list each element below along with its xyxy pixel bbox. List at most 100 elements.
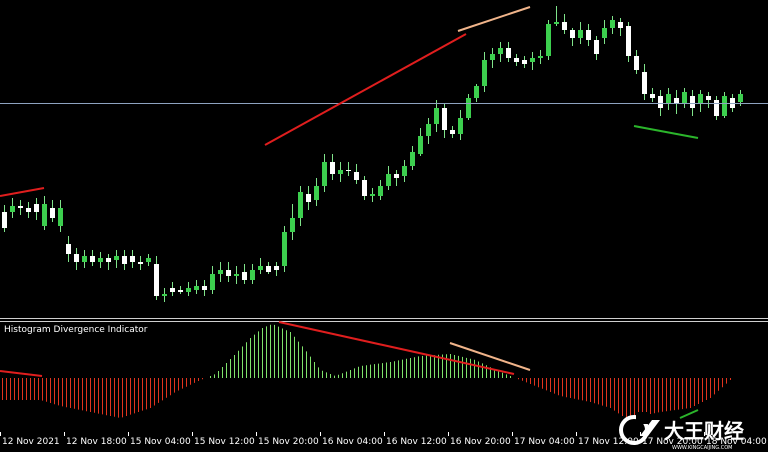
trendline-red-main bbox=[264, 33, 467, 146]
candle bbox=[346, 162, 351, 176]
candle bbox=[306, 186, 311, 210]
candle bbox=[210, 266, 215, 294]
candle bbox=[522, 56, 527, 68]
hist-trendline-peach bbox=[449, 342, 531, 371]
candle bbox=[98, 252, 103, 268]
candle-body bbox=[714, 100, 719, 116]
candle bbox=[514, 54, 519, 66]
candle bbox=[298, 186, 303, 226]
candle-body bbox=[282, 232, 287, 266]
candle-body bbox=[482, 60, 487, 86]
candle-body bbox=[90, 256, 95, 262]
candle bbox=[538, 50, 543, 64]
candle bbox=[386, 166, 391, 190]
candle-body bbox=[258, 266, 263, 270]
candle-body bbox=[290, 218, 295, 232]
candle bbox=[66, 236, 71, 262]
candle bbox=[498, 42, 503, 62]
candle bbox=[442, 104, 447, 138]
candle-body bbox=[298, 192, 303, 218]
candle-body bbox=[514, 58, 519, 62]
candle bbox=[506, 42, 511, 62]
candle bbox=[50, 200, 55, 222]
candle bbox=[234, 266, 239, 284]
candle bbox=[474, 84, 479, 102]
candle-body bbox=[10, 206, 15, 212]
candle bbox=[242, 264, 247, 284]
candle bbox=[722, 92, 727, 118]
trendline-green-right bbox=[633, 125, 699, 139]
candle bbox=[706, 92, 711, 108]
candle bbox=[426, 118, 431, 144]
candle-body bbox=[674, 98, 679, 104]
candle-body bbox=[130, 256, 135, 262]
candle bbox=[26, 202, 31, 218]
candle-body bbox=[114, 256, 119, 260]
candle bbox=[170, 282, 175, 296]
candle-body bbox=[578, 30, 583, 38]
candle bbox=[274, 262, 279, 276]
candle bbox=[682, 88, 687, 108]
candle-body bbox=[362, 180, 367, 196]
candle bbox=[2, 205, 7, 232]
candle-body bbox=[170, 288, 175, 292]
candle bbox=[106, 254, 111, 270]
candle-body bbox=[322, 162, 327, 186]
candle-body bbox=[474, 86, 479, 98]
candle-body bbox=[434, 108, 439, 124]
candle-body bbox=[458, 118, 463, 134]
candle bbox=[194, 280, 199, 294]
candle bbox=[554, 6, 559, 26]
candle bbox=[178, 286, 183, 294]
candle-body bbox=[266, 266, 271, 272]
candle-body bbox=[666, 94, 671, 104]
price-pane[interactable] bbox=[2, 6, 743, 302]
candle bbox=[530, 52, 535, 70]
candle bbox=[322, 154, 327, 192]
candle bbox=[338, 162, 343, 182]
watermark-url: WWW.KINGCAIJING.COM bbox=[672, 445, 733, 451]
candle-body bbox=[274, 266, 279, 270]
time-axis-label: 17 Nov 04:00 bbox=[514, 437, 575, 447]
candle-body bbox=[722, 96, 727, 116]
candle-body bbox=[546, 24, 551, 56]
candle-body bbox=[74, 254, 79, 262]
candle-body bbox=[610, 20, 615, 28]
candle bbox=[122, 250, 127, 270]
candle-body bbox=[394, 174, 399, 178]
candle-body bbox=[354, 172, 359, 180]
candle-body bbox=[538, 56, 543, 58]
candle bbox=[226, 262, 231, 282]
candle-body bbox=[138, 262, 143, 264]
candle-body bbox=[186, 288, 191, 292]
candle bbox=[34, 198, 39, 220]
time-axis-label: 12 Nov 2021 bbox=[2, 437, 60, 447]
watermark: 大王财经 WWW.KINGCAIJING.COM bbox=[619, 412, 744, 451]
candle bbox=[466, 94, 471, 120]
candle bbox=[354, 164, 359, 184]
trendline-peach-top bbox=[457, 6, 531, 32]
candle bbox=[650, 88, 655, 102]
candle-body bbox=[378, 186, 383, 196]
candle bbox=[250, 264, 255, 284]
candle-body bbox=[106, 258, 111, 262]
candle-body bbox=[66, 244, 71, 254]
candle bbox=[378, 180, 383, 200]
histogram-pane[interactable] bbox=[2, 324, 731, 418]
candle bbox=[546, 20, 551, 60]
candle-body bbox=[466, 98, 471, 118]
candle-body bbox=[314, 186, 319, 200]
time-axis-label: 17 Nov 12:00 bbox=[578, 437, 639, 447]
candle bbox=[154, 256, 159, 300]
candle bbox=[10, 198, 15, 218]
time-axis-label: 15 Nov 12:00 bbox=[194, 437, 255, 447]
candle-body bbox=[202, 286, 207, 290]
candle-body bbox=[178, 290, 183, 292]
candle-body bbox=[386, 174, 391, 186]
hist-trendline-red-main bbox=[278, 321, 515, 375]
candle-body bbox=[306, 194, 311, 202]
candle-body bbox=[562, 22, 567, 30]
divergence-lines bbox=[0, 6, 699, 419]
candle bbox=[282, 226, 287, 272]
